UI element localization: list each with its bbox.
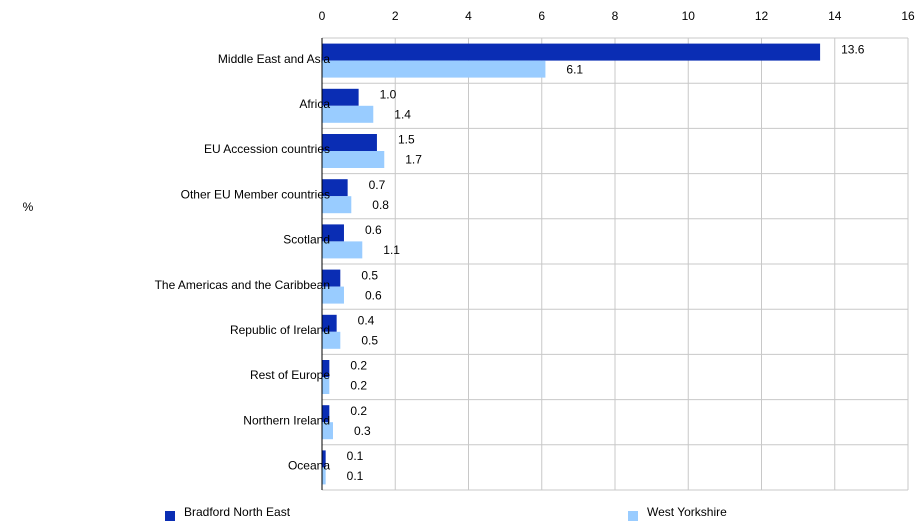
bar (322, 151, 385, 168)
data-label: 0.6 (365, 288, 382, 302)
bar (322, 286, 344, 304)
bar (322, 179, 348, 197)
category-label: Rest of Europe (250, 368, 330, 382)
bar (322, 241, 363, 259)
data-label: 13.6 (841, 42, 865, 56)
bar (322, 314, 337, 332)
data-label: 0.6 (365, 223, 382, 237)
data-label: 1.1 (383, 243, 400, 257)
data-label: 0.2 (350, 379, 367, 393)
y-axis-label: % (23, 200, 34, 214)
data-label: 0.8 (372, 198, 389, 212)
x-tick-label: 12 (755, 9, 769, 23)
category-label: Republic of Ireland (230, 323, 330, 337)
x-tick-label: 8 (612, 9, 619, 23)
category-label: Africa (299, 97, 330, 111)
category-label: Northern Ireland (243, 413, 330, 427)
legend-swatch (628, 511, 638, 521)
bar (322, 377, 330, 394)
bar (322, 269, 341, 287)
data-label: 0.2 (350, 404, 367, 418)
data-label: 1.7 (405, 153, 422, 167)
data-label: 1.0 (380, 87, 397, 101)
bar (322, 422, 333, 440)
bar (322, 450, 326, 468)
x-tick-label: 16 (901, 9, 915, 23)
bar (322, 196, 352, 214)
bar (322, 224, 344, 242)
legend-swatch (165, 511, 175, 521)
data-label: 1.5 (398, 133, 415, 147)
bar (322, 134, 377, 151)
data-label: 0.2 (350, 359, 367, 373)
category-label: Scotland (283, 233, 330, 247)
category-label: The Americas and the Caribbean (155, 278, 330, 292)
category-label: Other EU Member countries (181, 187, 330, 201)
data-label: 0.1 (347, 449, 364, 463)
bar (322, 331, 341, 349)
bar (322, 105, 374, 123)
bar (322, 467, 326, 485)
x-tick-label: 14 (828, 9, 842, 23)
data-label: 0.5 (361, 333, 378, 347)
x-tick-label: 6 (538, 9, 545, 23)
data-label: 0.7 (369, 178, 386, 192)
x-tick-label: 10 (682, 9, 696, 23)
data-label: 0.1 (347, 469, 364, 483)
data-label: 6.1 (566, 62, 583, 76)
bar (322, 43, 821, 61)
data-label: 0.4 (358, 313, 375, 327)
bar (322, 88, 359, 106)
data-label: 0.5 (361, 268, 378, 282)
data-label: 0.3 (354, 424, 371, 438)
bar (322, 405, 330, 423)
x-tick-label: 0 (319, 9, 326, 23)
bar (322, 360, 330, 377)
x-tick-label: 2 (392, 9, 399, 23)
legend-label: Bradford North East (184, 505, 291, 519)
category-label: EU Accession countries (204, 142, 330, 156)
category-label: Oceana (288, 459, 330, 473)
legend-label: West Yorkshire (647, 505, 727, 519)
x-tick-label: 4 (465, 9, 472, 23)
category-label: Middle East and Asia (218, 52, 330, 66)
bar (322, 60, 546, 78)
data-label: 1.4 (394, 107, 411, 121)
